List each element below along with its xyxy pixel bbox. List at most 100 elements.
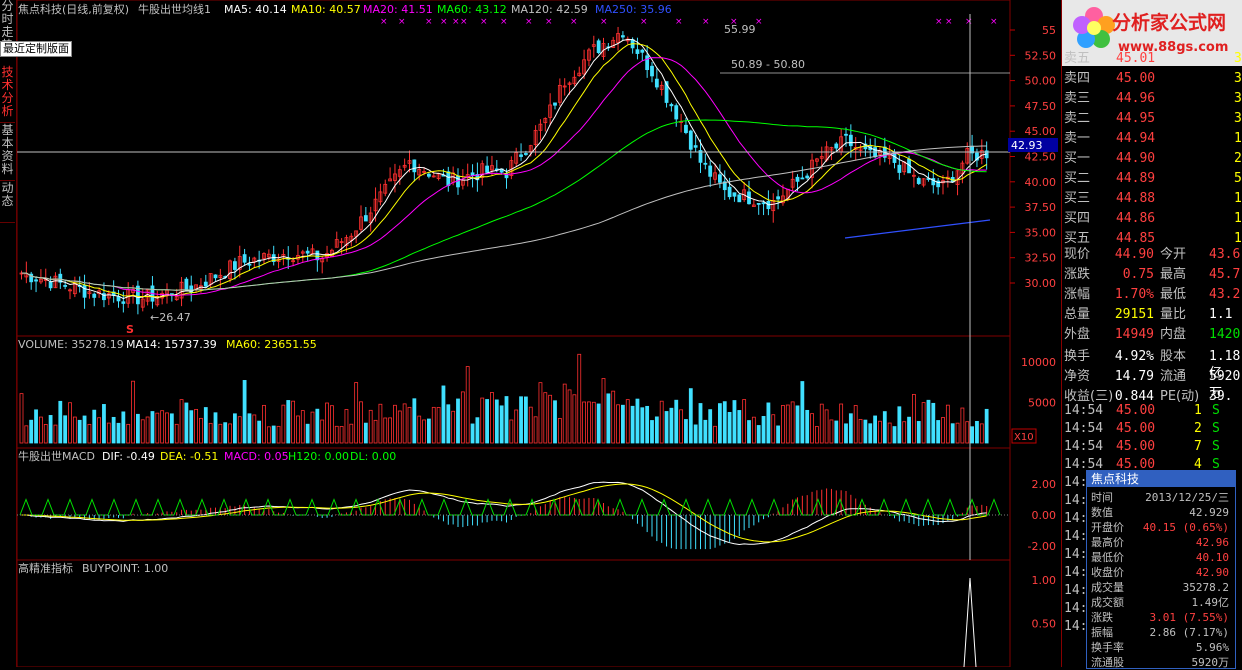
- volume-bar: [68, 402, 72, 444]
- popup-row: 流通股 5920万: [1087, 655, 1233, 670]
- volume-bar: [853, 405, 858, 444]
- volume-bar: [713, 425, 717, 444]
- tick-row: 14:54 45.00 7 S: [1064, 438, 1242, 455]
- volume-bar: [921, 402, 926, 444]
- candle-body: [247, 263, 252, 266]
- order-label: 买二: [1064, 171, 1091, 186]
- tick-price: 45.00: [1116, 439, 1156, 454]
- volume-bar: [979, 423, 984, 444]
- volume-bar: [97, 417, 101, 444]
- ma20-line: [21, 57, 987, 297]
- order-price: 44.85: [1116, 231, 1156, 246]
- volume-bar: [223, 422, 228, 444]
- volume-bar: [722, 401, 727, 444]
- popup-key: 最高价: [1091, 536, 1124, 549]
- volume-bar: [882, 411, 887, 444]
- tick-side: S: [1212, 421, 1220, 436]
- order-row: 买五 44.85 1: [1064, 230, 1242, 247]
- signal-marker: ×: [525, 17, 533, 27]
- candle-body: [577, 72, 582, 76]
- volume-bar: [873, 415, 877, 444]
- volume-unit-label: X10: [1014, 432, 1034, 443]
- popup-value: 42.90: [1195, 566, 1229, 579]
- candle-body: [684, 124, 688, 133]
- tab-news[interactable]: 动态: [0, 182, 15, 223]
- volume-bar: [368, 409, 373, 444]
- candle-body: [514, 152, 519, 164]
- order-price: 44.94: [1116, 131, 1156, 146]
- order-row: 卖二 44.95 3: [1064, 110, 1242, 127]
- order-row: 卖五 45.01 3: [1064, 50, 1242, 67]
- order-label: 卖四: [1064, 71, 1091, 86]
- stat-label: 涨跌: [1064, 267, 1091, 282]
- stat-label: 今开: [1160, 247, 1187, 262]
- volume-bar: [950, 423, 955, 444]
- stat-label: PE(动): [1160, 389, 1200, 404]
- candle-body: [29, 273, 34, 283]
- candle-body: [708, 165, 713, 177]
- candle-body: [975, 152, 979, 161]
- candle-body: [266, 253, 271, 258]
- recent-layout-button[interactable]: 最近定制版面: [0, 41, 72, 57]
- signal-marker: ×: [452, 17, 460, 27]
- signal-marker: ×: [755, 17, 763, 27]
- candle-body: [344, 237, 349, 246]
- signal-marker: ×: [990, 17, 998, 27]
- volume-bar: [621, 404, 625, 444]
- volume-bar: [829, 419, 834, 444]
- stat-label: 现价: [1064, 247, 1091, 262]
- candle-body: [174, 296, 179, 301]
- kline-chart-area[interactable]: 焦点科技(日线,前复权) 牛股出世均线1 MA5: 40.14 MA10: 40.57…: [0, 0, 1061, 667]
- candle-body: [718, 174, 722, 183]
- order-price: 44.89: [1116, 171, 1156, 186]
- candle-body: [611, 39, 616, 48]
- volume-bar: [834, 420, 839, 444]
- volume-bar: [150, 411, 155, 444]
- stat-value: 5920万: [1209, 369, 1241, 401]
- popup-value: 42.929: [1189, 506, 1229, 519]
- candle-body: [654, 78, 659, 88]
- chart-pane: [16, 559, 1011, 667]
- tab-technical[interactable]: 技术分析: [0, 66, 15, 123]
- volume-bar: [805, 409, 810, 444]
- candle-body: [965, 148, 970, 164]
- volume-bar: [528, 406, 533, 444]
- candle-body: [713, 172, 717, 180]
- candle-body: [567, 82, 572, 85]
- stat-row: 现价 44.90 今开 43.6: [1064, 246, 1242, 263]
- candle-body: [218, 274, 223, 278]
- candle-body: [887, 154, 892, 159]
- price-tick-label: 42.50: [1025, 151, 1057, 164]
- volume-bar: [737, 410, 742, 444]
- volume-bar: [790, 401, 795, 444]
- macd-legend: 牛股出世MACD: [18, 449, 95, 463]
- candle-body: [82, 285, 87, 298]
- side-tab-strip: 分时走势 技术分析 基本资料 动态: [0, 0, 17, 667]
- order-row: 买一 44.90 2: [1064, 150, 1242, 167]
- volume-bar: [354, 382, 359, 444]
- tab-timeshare[interactable]: 分时走势: [0, 0, 15, 52]
- candle-body: [53, 275, 58, 289]
- volume-tick-label: 10000: [1021, 356, 1056, 369]
- candle-body: [87, 291, 92, 295]
- buypoint-tick-label: 0.50: [1032, 618, 1057, 631]
- order-price: 44.86: [1116, 211, 1156, 226]
- popup-value: 2013/12/25/三: [1145, 491, 1229, 504]
- volume-bar: [131, 380, 135, 444]
- volume-bar: [679, 409, 683, 444]
- popup-key: 最低价: [1091, 551, 1124, 564]
- price-tick-label: 40.00: [1025, 176, 1057, 189]
- logo-title: 分析家公式网: [1112, 12, 1227, 34]
- stat-label: 最低: [1160, 287, 1187, 302]
- candle-body: [645, 55, 650, 71]
- volume-bar: [465, 366, 470, 444]
- volume-bar: [43, 424, 48, 444]
- volume-bar: [412, 398, 417, 444]
- logo-url[interactable]: www.88gs.com: [1118, 40, 1229, 55]
- tab-fundamental[interactable]: 基本资料: [0, 124, 15, 181]
- site-logo: 分析家公式网 www.88gs.com: [1062, 0, 1242, 66]
- price-tick-label: 35.00: [1025, 226, 1057, 239]
- volume-bar: [87, 423, 92, 444]
- volume-bar: [359, 401, 363, 444]
- candle-body: [635, 49, 640, 54]
